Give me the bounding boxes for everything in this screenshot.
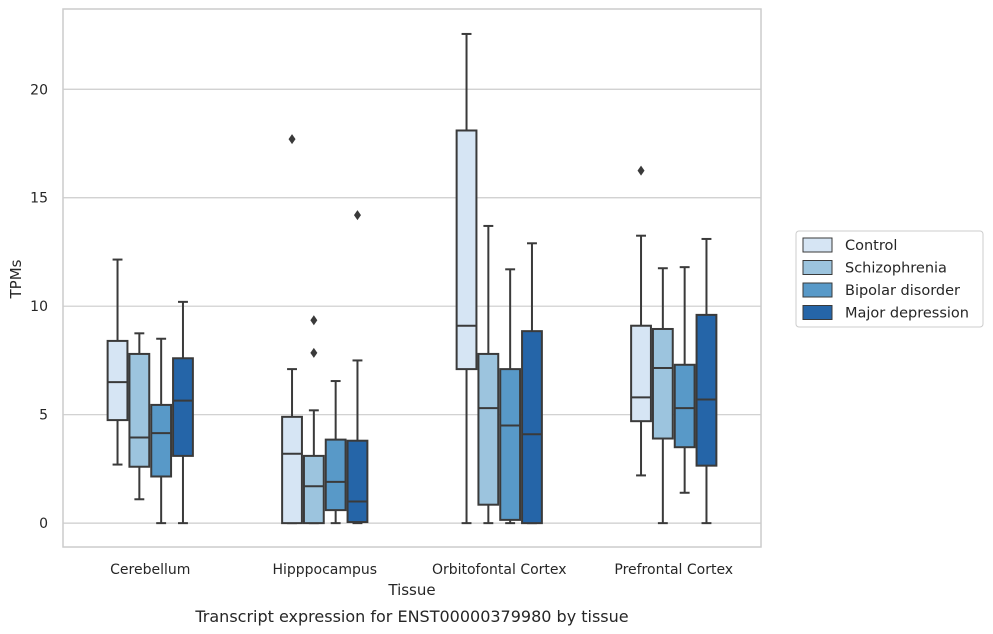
box-iqr (695, 313, 718, 467)
y-tick-label: 15 (30, 191, 48, 207)
box-3-3 (695, 237, 718, 525)
box-iqr (324, 438, 347, 512)
box-0-3 (630, 165, 652, 477)
x-axis-ticks: Cerebellum Hipppocampus Orbitofontal Corte… (110, 562, 733, 578)
box-3-0 (172, 300, 194, 525)
outlier-point (288, 134, 296, 145)
box-1-0 (128, 332, 151, 501)
box-0-1 (281, 134, 303, 525)
y-tick-label: 0 (39, 516, 48, 532)
outlier-point (310, 347, 318, 358)
x-tick-label: Prefrontal Cortex (614, 562, 733, 578)
legend: Control Schizophrenia Bipolar disorder Majo… (795, 230, 984, 328)
box-iqr (673, 363, 696, 449)
x-axis-label: Tissue (387, 581, 435, 599)
box-1-2 (477, 224, 500, 525)
outlier-point (353, 210, 361, 221)
y-tick-label: 10 (30, 299, 48, 315)
legend-label: Schizophrenia (845, 261, 947, 277)
x-tick-label: Cerebellum (110, 562, 190, 578)
plot-frame (62, 8, 762, 548)
box-iqr (150, 403, 173, 478)
box-0-0 (106, 258, 129, 466)
chart-caption: Transcript expression for ENST0000037998… (194, 607, 628, 626)
box-iqr (172, 357, 194, 457)
box-iqr (499, 368, 522, 521)
box-0-2 (455, 32, 478, 525)
box-iqr (651, 327, 674, 440)
box-iqr (521, 330, 543, 525)
legend-label: Control (845, 238, 897, 254)
legend-swatch (802, 237, 833, 253)
box-iqr (281, 415, 303, 525)
box-iqr (302, 454, 325, 525)
box-plot-area (106, 32, 718, 525)
x-tick-label: Hipppocampus (272, 562, 377, 578)
y-tick-label: 5 (39, 408, 48, 424)
legend-swatch (802, 282, 833, 298)
y-tick-label: 20 (30, 82, 48, 98)
box-3-1 (346, 210, 369, 525)
box-iqr (477, 352, 500, 506)
box-2-2 (499, 268, 522, 525)
legend-label: Major depression (845, 306, 969, 322)
box-1-1 (302, 315, 325, 525)
box-iqr (128, 352, 151, 468)
box-3-2 (521, 242, 543, 525)
outlier-point (310, 315, 318, 326)
y-axis-label: TPMs (7, 259, 25, 299)
outlier-point (637, 165, 645, 176)
y-axis-ticks: 0 5 10 15 20 (30, 82, 48, 532)
box-iqr (106, 339, 129, 422)
box-1-3 (651, 267, 674, 525)
box-2-3 (673, 266, 696, 494)
legend-swatch (802, 305, 833, 320)
box-2-1 (324, 380, 347, 525)
legend-label: Bipolar disorder (845, 283, 960, 299)
box-iqr (346, 439, 369, 524)
x-tick-label: Orbitofontal Cortex (432, 562, 567, 578)
box-2-0 (150, 337, 173, 525)
box-iqr (630, 324, 652, 423)
legend-frame (795, 230, 984, 328)
box-iqr (455, 129, 478, 371)
legend-swatch (802, 260, 833, 275)
